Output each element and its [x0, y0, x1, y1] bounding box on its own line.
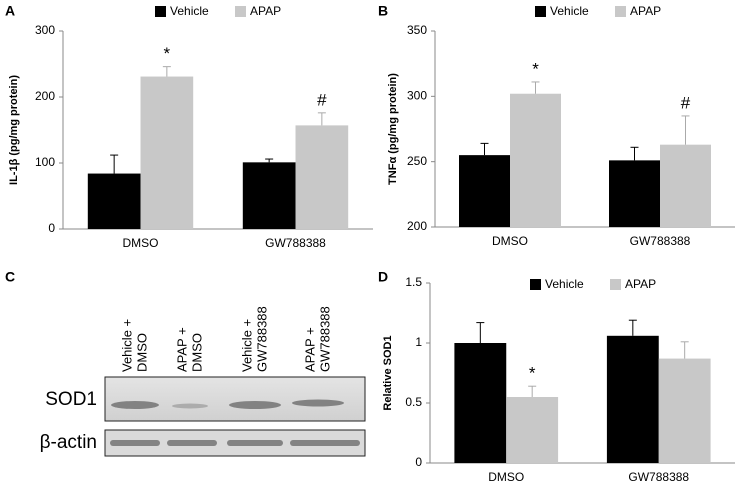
x-tick-label: DMSO	[123, 236, 159, 250]
legend-label: APAP	[625, 277, 656, 291]
bar	[658, 358, 711, 463]
x-tick-label: DMSO	[488, 470, 524, 484]
lane-label: APAP +	[174, 327, 189, 372]
legend-label: APAP	[630, 4, 661, 18]
legend-swatch	[530, 279, 541, 290]
blot-sod1	[104, 376, 366, 422]
blot-panel	[104, 376, 366, 457]
x-tick-label: GW788388	[628, 470, 689, 484]
x-tick-label: DMSO	[492, 234, 528, 248]
annotation: #	[317, 90, 327, 109]
y-tick-label: 100	[35, 155, 55, 169]
lane-label: Vehicle +	[239, 319, 254, 372]
legend-swatch	[615, 6, 626, 17]
legend-swatch	[610, 279, 621, 290]
row-label: SOD1	[45, 389, 97, 410]
legend-label: APAP	[250, 4, 281, 18]
y-tick-label: 1	[415, 335, 422, 349]
x-tick-label: GW788388	[265, 236, 326, 250]
y-tick-label: 300	[35, 23, 55, 37]
lane-label: GW788388	[254, 306, 269, 372]
panel-label: C	[5, 269, 15, 285]
bar	[87, 173, 141, 229]
bar	[606, 335, 659, 463]
panel-label: D	[378, 269, 388, 285]
y-tick-label: 200	[407, 219, 427, 233]
y-tick-label: 250	[407, 154, 427, 168]
lane-label: DMSO	[189, 333, 204, 372]
bar	[506, 397, 559, 463]
row-label: β-actin	[40, 432, 97, 453]
y-tick-label: 350	[407, 23, 427, 37]
bar	[242, 162, 296, 229]
lane-label: GW788388	[317, 306, 332, 372]
lane-label: DMSO	[134, 333, 149, 372]
panel-label: B	[378, 3, 388, 19]
bar	[140, 76, 194, 229]
bands	[110, 399, 360, 446]
bar	[295, 125, 349, 229]
y-axis-label: Relative SOD1	[382, 335, 394, 410]
panel-label: A	[5, 3, 15, 19]
annotation: *	[529, 364, 536, 383]
y-axis-label: IL-1β (pg/mg protein)	[8, 75, 20, 185]
legend-swatch	[535, 6, 546, 17]
y-tick-label: 0.5	[405, 395, 422, 409]
lane-label: APAP +	[302, 327, 317, 372]
x-tick-label: GW788388	[630, 234, 691, 248]
y-tick-label: 1.5	[405, 275, 422, 289]
annotation: *	[532, 59, 539, 78]
bar	[459, 155, 510, 227]
bar	[609, 160, 660, 227]
lane-label: Vehicle +	[119, 319, 134, 372]
bar	[510, 93, 561, 227]
legend-label: Vehicle	[170, 4, 209, 18]
legend-swatch	[235, 6, 246, 17]
y-tick-label: 300	[407, 89, 427, 103]
annotation: *	[164, 44, 171, 63]
legend-swatch	[155, 6, 166, 17]
bar	[660, 144, 711, 227]
annotation: #	[681, 93, 691, 112]
legend-label: Vehicle	[550, 4, 589, 18]
y-tick-label: 200	[35, 89, 55, 103]
y-axis-label: TNFα (pg/mg protein)	[387, 73, 399, 185]
y-tick-label: 0	[415, 455, 422, 469]
y-tick-label: 0	[48, 221, 55, 235]
bar	[454, 343, 507, 463]
legend-label: Vehicle	[545, 277, 584, 291]
